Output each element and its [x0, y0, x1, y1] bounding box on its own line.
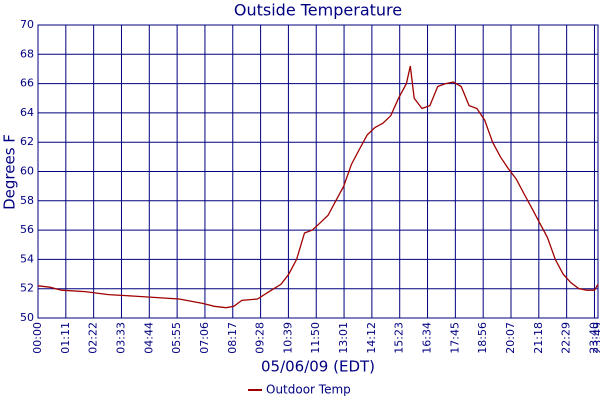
x-tick-label: 21:18: [532, 322, 545, 354]
x-tick-label: 20:07: [504, 322, 517, 354]
x-tick-label: 18:56: [476, 322, 489, 354]
x-tick-label: 17:45: [448, 322, 461, 354]
x-tick-label: 15:23: [393, 322, 406, 354]
y-tick-label: 66: [20, 77, 34, 90]
x-tick-label: 08:17: [226, 322, 239, 354]
y-tick-label: 50: [20, 311, 34, 324]
x-tick-label: 14:12: [365, 322, 378, 354]
y-axis-label: Degrees F: [1, 134, 19, 210]
y-tick-label: 54: [20, 252, 34, 265]
x-axis-label: 05/06/09 (EDT): [261, 358, 375, 376]
legend-label: Outdoor Temp: [266, 383, 351, 397]
x-tick-label: 02:22: [87, 322, 100, 354]
x-tick-label: 00:00: [31, 322, 44, 354]
x-tick-label: 10:39: [281, 322, 294, 354]
y-tick-label: 52: [20, 282, 34, 295]
x-tick-label: 03:33: [114, 322, 127, 354]
x-tick-label: 23:40: [587, 322, 600, 354]
x-tick-label: 01:11: [59, 322, 72, 354]
y-tick-label: 70: [20, 18, 34, 31]
chart-title: Outside Temperature: [234, 1, 402, 20]
x-tick-label: 04:44: [142, 322, 155, 354]
x-tick-label: 13:01: [337, 322, 350, 354]
y-tick-label: 58: [20, 194, 34, 207]
x-tick-label: 09:28: [254, 322, 267, 354]
y-tick-label: 60: [20, 165, 34, 178]
y-tick-label: 62: [20, 135, 34, 148]
y-tick-label: 56: [20, 223, 34, 236]
x-tick-label: 23:49: [591, 322, 600, 354]
x-tick-label: 22:29: [560, 322, 573, 354]
x-tick-label: 07:06: [198, 322, 211, 354]
x-tick-label: 16:34: [421, 322, 434, 354]
x-tick-label: 11:50: [309, 322, 322, 354]
y-tick-label: 64: [20, 106, 34, 119]
data-line: [37, 65, 599, 309]
y-tick-label: 68: [20, 47, 34, 60]
x-tick-label: 05:55: [170, 322, 183, 354]
